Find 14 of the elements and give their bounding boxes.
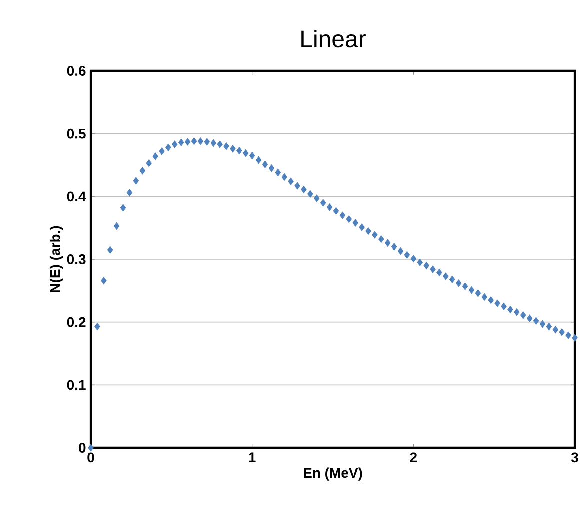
- x-axis-title: En (MeV): [304, 468, 362, 481]
- x-tick-label: 2: [410, 452, 417, 462]
- y-tick-label: 0.1: [67, 380, 86, 390]
- x-tick-label: 1: [249, 452, 256, 462]
- y-axis-title: N(E) (arb.): [50, 226, 64, 292]
- x-tick-label: 3: [571, 452, 578, 463]
- y-tick-label: 0: [79, 443, 86, 453]
- y-tick-label: 0.4: [67, 192, 86, 202]
- chart-title: Linear: [302, 30, 366, 48]
- y-tick-label: 0.6: [67, 66, 86, 76]
- y-tick-label: 0.3: [67, 254, 86, 264]
- y-tick-label: 0.5: [67, 128, 86, 139]
- y-tick-label: 0.2: [67, 317, 86, 328]
- x-tick-label: 0: [88, 452, 94, 463]
